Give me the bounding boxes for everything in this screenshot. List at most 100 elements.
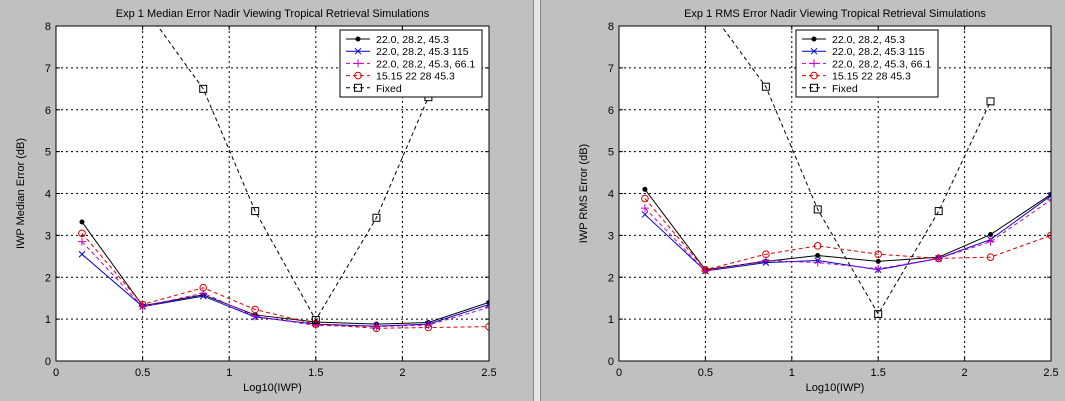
data-point-series-4 [934,254,943,263]
figure-window-rms: 0 0.5 1 1.5 2 2.5 0 1 2 3 4 5 6 7 8 Exp 1 RMS Error Nad… [541,0,1065,401]
legend-marker-3 [810,59,818,68]
legend: 22.0, 28.2, 45.322.0, 28.2, 45.3 11522.0… [795,29,939,98]
x-tick-label: 2.5 [481,367,496,379]
data-point-series-4 [813,242,822,250]
series-line-5 [157,26,429,321]
data-point-series-4 [199,283,208,292]
y-tick-label: 2 [45,272,51,284]
y-axis-label: IWP RMS Error (dB) [578,144,590,243]
x-tick-label: 1.5 [308,367,323,379]
legend-label-5: Fixed [376,83,402,95]
data-point-series-1 [642,186,648,192]
series-line-4 [81,232,489,329]
y-tick-label: 1 [608,314,614,326]
rms-error-chart: 0 0.5 1 1.5 2 2.5 0 1 2 3 4 5 6 7 8 Exp 1 RMS Error Nad… [578,8,1059,394]
data-point-series-4 [701,265,710,274]
legend-marker-4 [810,71,818,80]
y-tick-label: 8 [45,21,51,33]
data-point-series-4 [424,323,433,332]
data-point-series-3 [986,237,995,246]
y-tick-label: 8 [608,21,614,33]
series-line-3 [81,241,489,328]
legend-marker-1 [355,36,361,42]
data-point-series-4 [138,300,147,309]
y-tick-label: 6 [45,105,51,117]
series-line-1 [644,189,1051,271]
data-point-series-4 [874,250,883,259]
data-point-series-2 [641,211,649,218]
data-point-series-5 [372,213,381,222]
x-tick-label: 1 [226,367,232,379]
legend-marker-4 [354,71,362,80]
y-axis-label: IWP Median Error (dB) [15,138,27,249]
x-tick-label: 2.5 [1043,367,1058,379]
data-point-series-4 [372,324,381,333]
data-point-series-5 [761,82,770,91]
data-point-series-5 [813,205,822,214]
data-point-series-4 [641,194,649,203]
legend-label-5: Fixed [832,83,858,95]
y-tick-label: 7 [608,63,614,75]
y-tick-label: 3 [45,230,51,242]
median-error-chart: 0 0.5 1 1.5 2 2.5 0 1 2 3 4 5 6 7 8 Exp 1 Median Error … [15,8,497,394]
data-point-series-1 [79,219,85,225]
window-divider [533,0,541,401]
x-tick-label: 0 [616,367,622,379]
legend-marker-5 [354,83,362,92]
x-tick-label: 0 [53,367,59,379]
legend-marker-3 [354,59,362,68]
legend-marker-1 [811,36,817,42]
data-point-series-3 [1047,195,1051,204]
data-point-series-5 [934,207,943,216]
axes-frame [55,25,490,362]
data-point-series-2 [1047,192,1051,199]
x-axis-label: Log10(IWP) [243,382,302,394]
data-point-series-5 [251,207,260,216]
data-point-series-4 [485,322,489,331]
data-point-series-1 [875,258,881,264]
figure-window-median: 0 0.5 1 1.5 2 2.5 0 1 2 3 4 5 6 7 8 Exp 1 Median Error … [15,8,497,394]
y-tick-label: 4 [45,189,51,201]
series-line-5 [720,26,991,316]
data-point-series-4 [1047,231,1051,240]
data-point-series-2 [78,250,86,258]
y-tick-label: 4 [608,189,614,201]
legend-label-3: 22.0, 28.2, 45.3, 66.1 [376,58,475,70]
data-point-series-5 [874,310,883,319]
data-point-series-3 [77,237,86,246]
y-tick-label: 6 [608,105,614,117]
y-tick-label: 0 [608,356,614,368]
legend-marker-2 [810,47,818,55]
axes-frame [618,25,1052,362]
legend-label-3: 22.0, 28.2, 45.3, 66.1 [832,58,931,70]
legend: 22.0, 28.2, 45.322.0, 28.2, 45.3 11522.0… [339,29,483,98]
x-axis-label: Log10(IWP) [806,382,865,394]
series-group [640,26,1051,319]
legend-label-2: 22.0, 28.2, 45.3 115 [376,46,469,58]
data-point-series-4 [762,250,770,259]
y-tick-label: 0 [45,356,51,368]
chart-title: Exp 1 Median Error Nadir Viewing Tropica… [116,8,430,20]
legend-label-1: 22.0, 28.2, 45.3 [832,34,905,46]
series-line-2 [644,195,1051,272]
data-point-series-3 [874,264,883,273]
legend-label-1: 22.0, 28.2, 45.3 [376,34,449,46]
x-tick-label: 2 [399,367,405,379]
legend-label-4: 15.15 22 28 45.3 [832,71,911,83]
data-point-series-5 [311,315,320,324]
x-tick-label: 1.5 [871,367,886,379]
data-point-series-3 [485,303,489,312]
legend-label-2: 22.0, 28.2, 45.3 115 [832,46,925,58]
data-point-series-1 [988,232,994,238]
data-point-series-4 [251,305,259,314]
data-point-series-3 [251,312,260,321]
data-point-series-5 [199,84,208,93]
data-point-series-4 [78,229,86,238]
x-tick-label: 0.5 [698,367,713,379]
data-point-series-3 [199,289,208,298]
grid [619,26,1051,361]
y-tick-label: 1 [45,314,51,326]
y-tick-label: 7 [45,63,51,75]
series-line-4 [644,198,1051,271]
chart-title: Exp 1 RMS Error Nadir Viewing Tropical R… [684,8,986,20]
